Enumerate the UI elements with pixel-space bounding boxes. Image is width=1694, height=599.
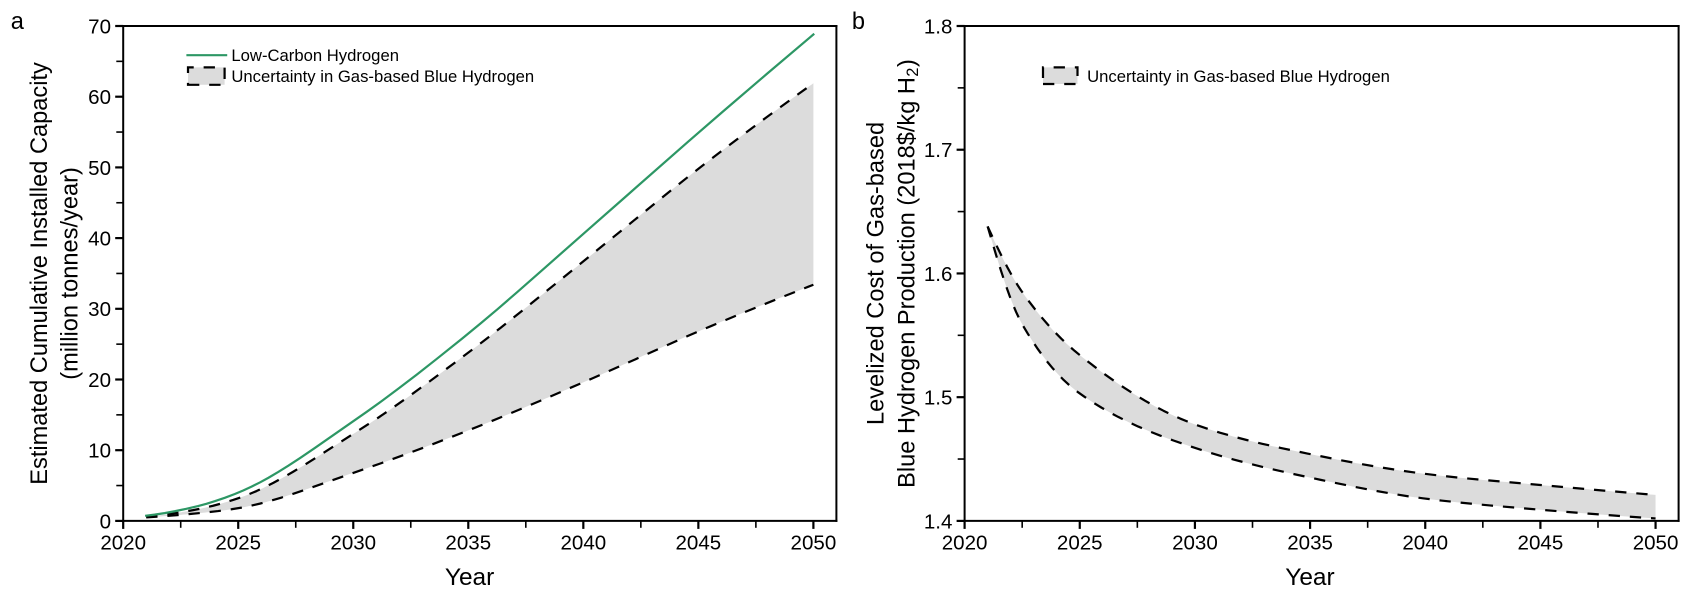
svg-text:10: 10 [88,440,111,463]
svg-text:Uncertainty in Gas-based Blue: Uncertainty in Gas-based Blue Hydrogen [1087,67,1390,86]
svg-text:2020: 2020 [100,531,146,554]
svg-text:Year: Year [1285,564,1334,591]
svg-text:1.5: 1.5 [924,387,953,410]
svg-text:20: 20 [88,369,111,392]
svg-text:1.6: 1.6 [924,263,953,286]
svg-text:B l u e: B l u e H y d r o g e n P r o d u c t i … [894,53,922,488]
svg-text:70: 70 [88,15,111,38]
svg-text:1.8: 1.8 [924,15,953,38]
svg-text:2050: 2050 [1633,531,1679,554]
svg-text:2020: 2020 [942,531,988,554]
svg-text:Uncertainty in Gas-based Blue: Uncertainty in Gas-based Blue Hydrogen [231,67,534,86]
svg-text:(million tonnes/year): (million tonnes/year) [58,167,84,380]
svg-text:Levelized Cost of Gas-based: Levelized Cost of Gas-based [864,122,890,425]
svg-text:0: 0 [100,510,111,533]
svg-text:Estimated Cumulative Installed: Estimated Cumulative Installed Capacity [27,62,53,485]
svg-text:2030: 2030 [1172,531,1218,554]
svg-text:30: 30 [88,298,111,321]
svg-text:2045: 2045 [676,531,722,554]
svg-text:2030: 2030 [330,531,376,554]
svg-text:2050: 2050 [791,531,837,554]
svg-text:1.4: 1.4 [924,510,953,533]
svg-text:50: 50 [88,157,111,180]
svg-text:2035: 2035 [445,531,491,554]
svg-text:a: a [11,9,25,35]
svg-text:b: b [852,9,865,35]
svg-text:2040: 2040 [1402,531,1448,554]
svg-text:2040: 2040 [560,531,606,554]
svg-text:2045: 2045 [1518,531,1564,554]
svg-text:2035: 2035 [1287,531,1333,554]
svg-text:2025: 2025 [1057,531,1103,554]
svg-text:1.7: 1.7 [924,139,953,162]
svg-text:2025: 2025 [215,531,261,554]
svg-text:Year: Year [445,564,494,591]
svg-text:60: 60 [88,86,111,109]
svg-text:40: 40 [88,228,111,251]
svg-text:Low-Carbon Hydrogen: Low-Carbon Hydrogen [231,46,399,65]
